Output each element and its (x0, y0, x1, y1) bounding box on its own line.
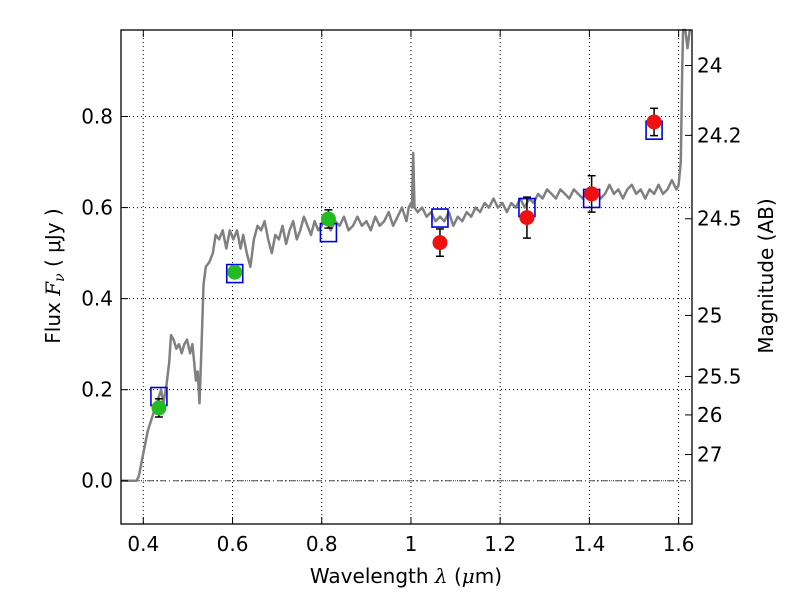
x-tick-label: 1.4 (573, 532, 605, 556)
x-tick-label: 0.8 (306, 532, 338, 556)
x-axis-title-unit-rest: m) (475, 564, 502, 588)
y-tick-label: 0.0 (81, 469, 113, 493)
magnitude-tick-label: 25 (697, 303, 722, 327)
magnitude-tick-label: 24 (697, 54, 722, 78)
x-axis-title-prefix: Wavelength (310, 564, 435, 588)
x-axis-title-symbol: λ (434, 564, 448, 588)
magnitude-tick-label: 25.5 (697, 364, 742, 388)
red-data-point (646, 114, 662, 130)
y-tick-labels: 0.0 0.2 0.4 0.6 0.8 (81, 105, 113, 493)
x-tick-label: 0.6 (217, 532, 249, 556)
y-tick-label: 0.4 (81, 287, 113, 311)
y-axis-title-sub: ν (52, 273, 68, 282)
magnitude-tick-label: 26 (697, 403, 722, 427)
x-axis-title-open: ( (448, 564, 462, 588)
model-spectrum-line (121, 28, 692, 482)
y-axis-title: Flux Fν ( μJy ) (41, 208, 68, 343)
x-tick-labels: 0.4 0.6 0.8 1 1.2 1.4 1.6 (127, 532, 694, 556)
y-axis-title-unit: ( μJy ) (41, 208, 65, 273)
observed-points (151, 114, 662, 416)
y-axis-title-prefix: Flux (41, 296, 65, 344)
magnitude-tick-labels: 24 24.2 24.5 25 25.5 26 27 (697, 54, 742, 467)
y2-axis-title: Magnitude (AB) (754, 198, 778, 353)
green-data-point (320, 211, 336, 227)
y-axis-title-symbol: F (41, 281, 65, 297)
axis-ticks (121, 30, 692, 524)
model-photometry-boxes (150, 120, 663, 407)
grid-lines (121, 30, 692, 524)
y-tick-label: 0.2 (81, 378, 113, 402)
x-tick-label: 1 (405, 532, 418, 556)
green-data-point (151, 400, 167, 416)
x-axis-title-unit-mu: μ (462, 564, 475, 588)
magnitude-tick-label: 24.5 (697, 207, 742, 231)
x-tick-label: 0.4 (127, 532, 159, 556)
x-tick-label: 1.6 (663, 532, 695, 556)
magnitude-tick-label: 27 (697, 443, 722, 467)
magnitude-tick-label: 24.2 (697, 123, 742, 147)
plot-frame (120, 29, 693, 525)
y-tick-label: 0.8 (81, 105, 113, 129)
error-bars (154, 107, 659, 418)
red-data-point (432, 235, 448, 251)
red-data-point (519, 210, 535, 226)
x-axis-title: Wavelength λ (μm) (310, 564, 502, 588)
x-tick-label: 1.2 (484, 532, 516, 556)
model-photometry-box (225, 263, 244, 284)
y-tick-label: 0.6 (81, 196, 113, 220)
red-data-point (584, 186, 600, 202)
green-data-point (227, 264, 243, 280)
model-photometry-box (431, 208, 449, 228)
